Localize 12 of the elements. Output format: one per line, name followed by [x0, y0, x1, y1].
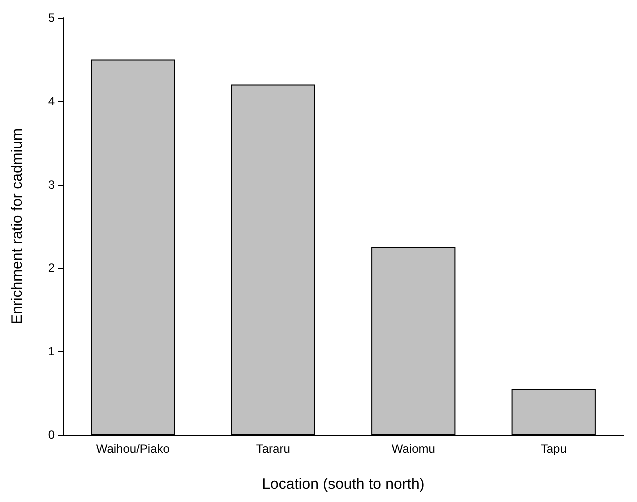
y-tick-label: 2: [48, 261, 56, 276]
y-tick-label: 5: [48, 11, 56, 25]
x-tick-label: Waiomu: [392, 442, 436, 456]
y-tick-label: 3: [48, 178, 56, 192]
y-tick-label: 4: [48, 94, 56, 108]
x-axis-title: Location (south to north): [262, 476, 425, 493]
x-tick-label: Tapu: [540, 442, 567, 456]
x-tick-label: Tararu: [256, 442, 290, 456]
y-axis-title: Enrichment ratio for cadmium: [9, 128, 26, 324]
x-tick-label: Waihou/Piako: [96, 442, 170, 456]
y-tick-label: 0: [48, 428, 56, 442]
y-tick-label: 1: [48, 344, 56, 359]
